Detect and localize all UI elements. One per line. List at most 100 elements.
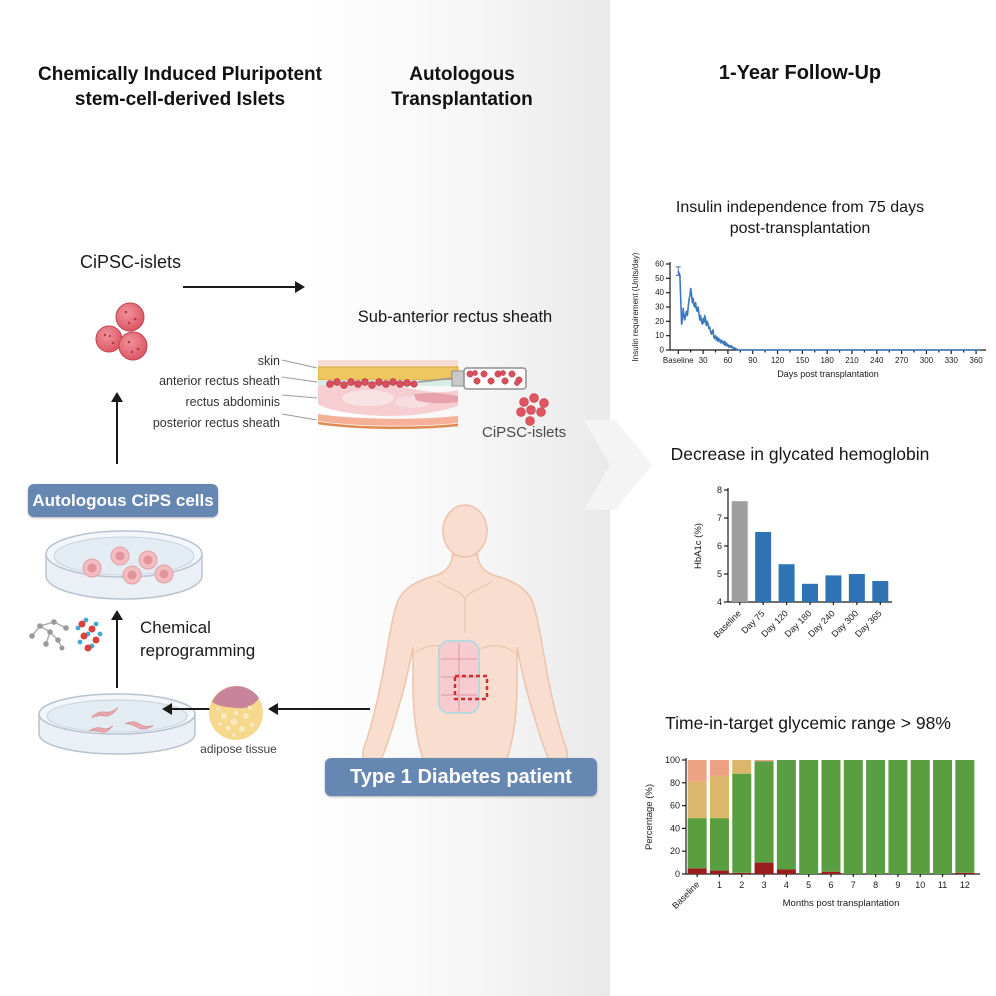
- arrow-shaft: [115, 401, 118, 464]
- tick-label: 5: [806, 880, 811, 890]
- cipsc-islets-label-middle: CiPSC-islets: [482, 424, 567, 441]
- tir-chart-heading: Time-in-target glycemic range > 98%: [665, 713, 951, 733]
- tick-label: 300: [920, 356, 934, 365]
- arrowhead: [110, 610, 123, 620]
- tir-segment: [687, 781, 707, 819]
- middle-column-title: Autologous Transplantation: [372, 62, 552, 112]
- tir-segment: [754, 761, 774, 863]
- insulin-heading-line2: post-transplantation: [729, 220, 871, 237]
- tir-segment: [866, 760, 886, 874]
- tir-segment: [955, 872, 975, 874]
- tir-segment: [821, 871, 841, 874]
- insulin-heading-line1: Insulin independence from 75 days: [675, 199, 925, 216]
- tir-segment: [732, 760, 752, 774]
- tick-label: 120: [771, 356, 785, 365]
- tick-label: 40: [670, 823, 680, 833]
- tissue-layer-label-skin: skin: [257, 354, 280, 368]
- arrow-shaft: [183, 286, 295, 288]
- tir-segment: [687, 868, 707, 874]
- tick-label: 6: [717, 541, 722, 551]
- hba1c-bar: [872, 581, 889, 602]
- insulin-line-series: [677, 270, 981, 351]
- arrow-shaft: [115, 619, 118, 688]
- tick-label: 180: [820, 356, 834, 365]
- tick-label: 30: [655, 303, 664, 312]
- tick-label: 100: [665, 755, 680, 765]
- y-axis-label: HbA1c (%): [693, 523, 704, 569]
- arrow-right-to-tissue: [183, 281, 305, 293]
- tick-label: 5: [717, 569, 722, 579]
- insulin-chart: 0 10 20 30 40 50 60 Baseline 30 60 90 120 150 180 210 2…: [631, 252, 986, 379]
- tick-label: 3: [762, 880, 767, 890]
- type1-diabetes-badge: Type 1 Diabetes patient: [325, 758, 597, 796]
- tick-label: 6: [828, 880, 833, 890]
- tissue-layer-label-posterior: posterior rectus sheath: [152, 416, 280, 430]
- tick-label: 270: [895, 356, 909, 365]
- tir-segment: [754, 760, 774, 762]
- sheath-title: Sub-anterior rectus sheath: [357, 308, 553, 326]
- tick-label: 60: [655, 260, 664, 269]
- hba1c-bar: [848, 574, 865, 602]
- tir-segment: [709, 775, 729, 819]
- tick-label: 8: [717, 485, 722, 495]
- chem-label-line2: reprogramming: [140, 641, 256, 660]
- tick-label: 60: [670, 801, 680, 811]
- molecules-icon: [29, 617, 103, 652]
- tick-label: 210: [845, 356, 859, 365]
- hba1c-bar: [755, 532, 772, 602]
- chem-label-line1: Chemical: [140, 618, 211, 637]
- tick-label: 60: [723, 356, 732, 365]
- followup-column-title: 1-Year Follow-Up: [718, 62, 882, 84]
- arrowhead: [110, 392, 123, 402]
- tick-label: 10: [915, 880, 925, 890]
- tir-segment: [687, 818, 707, 869]
- arrow-left-to-adipose: [268, 703, 370, 715]
- adipose-label: adipose tissue: [200, 742, 277, 756]
- arrow-up-to-islets: [110, 392, 124, 464]
- tick-label: 4: [784, 880, 789, 890]
- tir-segment: [843, 760, 863, 874]
- tick-label: 7: [851, 880, 856, 890]
- tissue-cross-section-illustration: [318, 360, 549, 430]
- arrowhead: [162, 703, 172, 715]
- mid-title-line1: Autologous: [409, 64, 515, 85]
- tir-segment: [709, 818, 729, 871]
- tick-label: 240: [870, 356, 884, 365]
- tir-segment: [776, 760, 796, 870]
- tick-label: 9: [895, 880, 900, 890]
- left-title-line1: Chemically Induced Pluripotent: [38, 64, 322, 85]
- tir-segment: [732, 773, 752, 873]
- tir-segment: [955, 760, 975, 873]
- tick-label: 50: [655, 274, 664, 283]
- tir-segment: [709, 760, 729, 776]
- cipsc-islets-label-left: CiPSC-islets: [80, 252, 182, 272]
- tick-label: 360: [969, 356, 983, 365]
- autologous-cips-badge: Autologous CiPS cells: [28, 484, 218, 517]
- tir-segment: [910, 760, 930, 874]
- arrowhead: [268, 703, 278, 715]
- tick-label: 20: [670, 846, 680, 856]
- tissue-connector-lines: [282, 359, 318, 420]
- insulin-chart-heading: Insulin independence from 75 days post-t…: [630, 197, 970, 239]
- tick-label: Baseline: [712, 608, 743, 639]
- arrow-shaft: [170, 708, 214, 710]
- tir-segment: [799, 760, 819, 874]
- tick-label: 7: [717, 513, 722, 523]
- tir-segment: [888, 760, 908, 874]
- arrow-up-to-dish: [110, 610, 124, 688]
- tick-label: 150: [796, 356, 810, 365]
- tick-label: 11: [938, 880, 947, 890]
- cipsc-islets-illustration: [95, 302, 148, 361]
- tick-label: 12: [960, 880, 970, 890]
- adipose-illustration: [209, 686, 263, 740]
- mid-title-line2: Transplantation: [391, 89, 533, 110]
- tir-segment: [776, 869, 796, 874]
- tick-label: 20: [655, 317, 664, 326]
- tissue-layer-labels: skin anterior rectus sheath rectus abdom…: [80, 354, 280, 430]
- tick-label: 40: [655, 288, 664, 297]
- arrow-shaft: [276, 708, 370, 710]
- tick-label: 0: [675, 869, 680, 879]
